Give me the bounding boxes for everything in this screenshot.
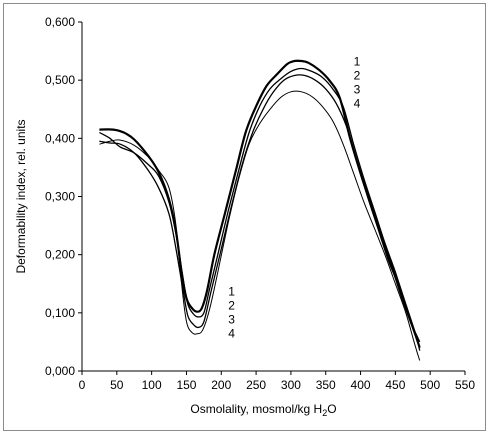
y-tick-label: 0,600 [45,15,75,29]
series-line-2 [99,67,421,351]
y-tick-label: 0,100 [45,306,75,320]
chart-frame: 0,000 0,100 0,200 0,300 0,400 0,500 0,600 0 50 1… [3,3,486,431]
series-lines [99,59,421,361]
x-axis-title: Osmolality, mosmol/kg H2O [190,402,336,418]
curve-label-2: 2 [354,69,361,83]
y-tick-label: 0,300 [45,190,75,204]
x-axis-title-end: O [327,402,336,416]
y-tick-label: 0,200 [45,248,75,262]
curve-label-3: 3 [354,83,361,97]
curve-label-4: 4 [354,97,361,111]
deformability-line-chart: 0,000 0,100 0,200 0,300 0,400 0,500 0,600 0 50 1… [14,15,475,418]
x-axis-ticks: 0 50 100 150 200 250 300 350 400 450 500 550 [79,371,475,392]
curve-label-4: 4 [228,326,235,340]
series-line-4 [99,90,421,361]
curve-label-1: 1 [228,284,235,298]
x-tick-label: 200 [211,378,231,392]
x-tick-label: 550 [455,378,475,392]
curve-label-3: 3 [228,312,235,326]
x-tick-label: 250 [246,378,266,392]
x-tick-label: 300 [281,378,301,392]
x-tick-label: 100 [142,378,162,392]
x-tick-label: 500 [420,378,440,392]
y-tick-label: 0,400 [45,131,75,145]
curve-label-1: 1 [354,55,361,69]
curve-label-2: 2 [228,298,235,312]
x-tick-label: 50 [110,378,124,392]
x-tick-label: 150 [176,378,196,392]
x-axis-title-main: Osmolality, mosmol/kg H [190,402,322,416]
x-tick-label: 350 [316,378,336,392]
y-axis-title: Deformability index, rel. units [14,119,28,273]
y-tick-label: 0,000 [45,364,75,378]
y-tick-label: 0,500 [45,73,75,87]
series-line-3 [99,74,421,343]
y-axis-ticks: 0,000 0,100 0,200 0,300 0,400 0,500 0,600 [45,15,82,378]
x-tick-label: 400 [351,378,371,392]
x-tick-label: 0 [79,378,86,392]
x-tick-label: 450 [385,378,405,392]
x-axis-title-subscript: 2 [322,408,327,418]
